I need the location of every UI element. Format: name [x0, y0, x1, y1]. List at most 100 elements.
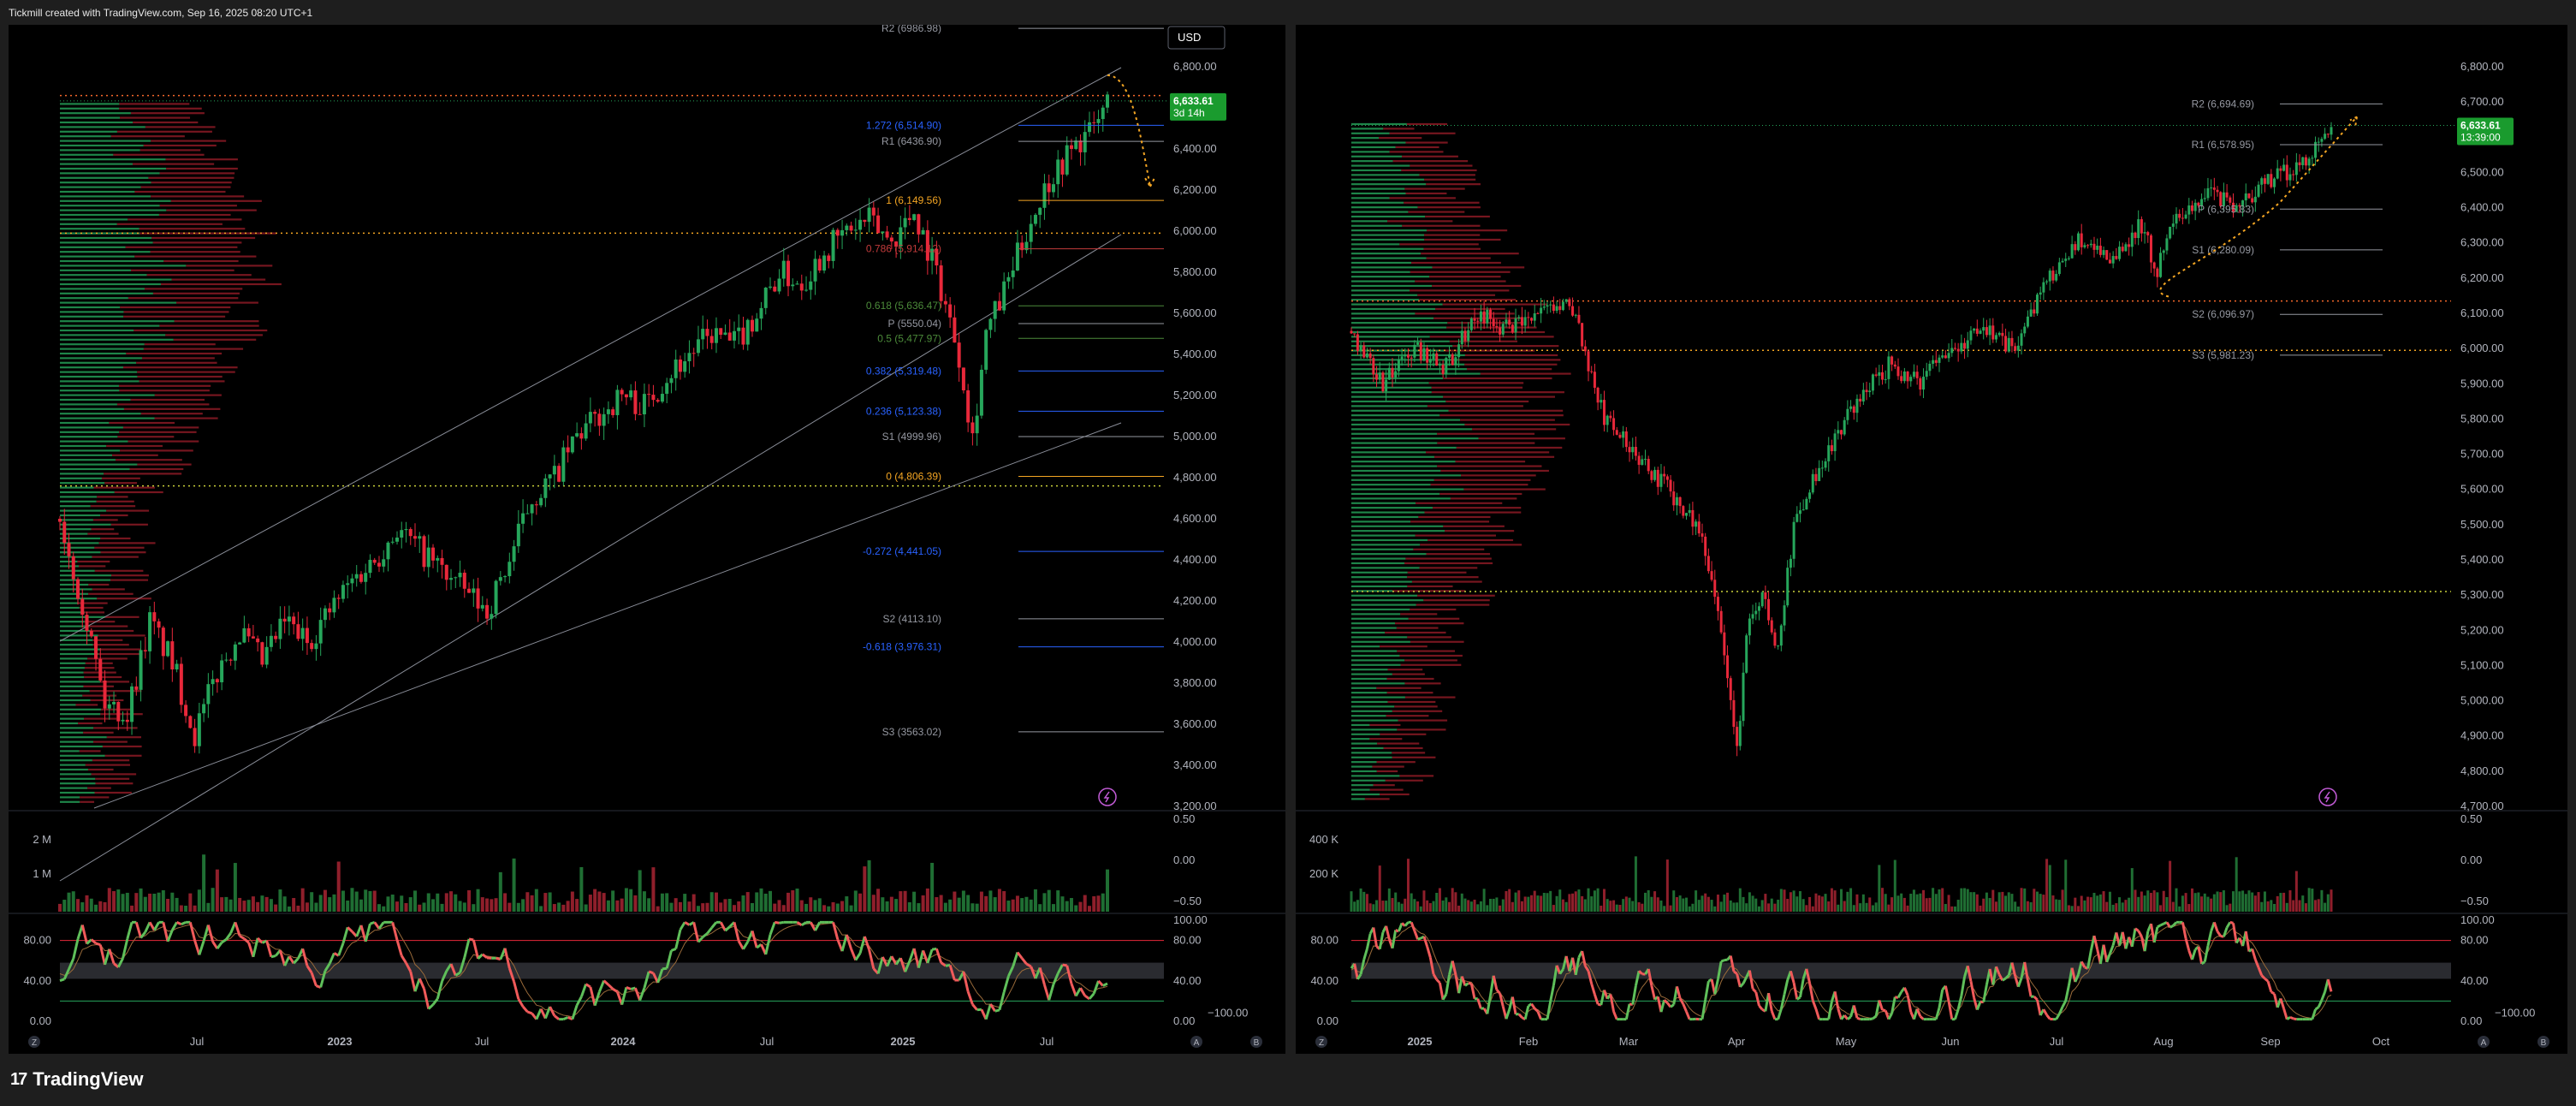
candle-body — [1852, 406, 1855, 413]
oscillator-line — [1530, 1002, 1536, 1009]
oscillator-line — [2057, 1006, 2064, 1014]
candle-body — [498, 577, 502, 581]
volume-profile-bar — [1351, 677, 1387, 681]
volume-bar — [1941, 888, 1944, 912]
volume-profile-bar — [1351, 299, 1420, 301]
volume-bar — [2324, 902, 2327, 912]
candle-body — [2294, 162, 2298, 175]
oscillator-line — [1590, 983, 1596, 996]
candle-body — [1397, 360, 1400, 372]
oscillator-line — [1837, 1008, 1843, 1020]
candle-body — [2020, 333, 2023, 346]
volume-bar — [2288, 890, 2292, 912]
candle-body — [1435, 353, 1439, 366]
volume-profile-bar — [90, 699, 124, 702]
auto-scale-button — [2478, 1036, 2490, 1048]
right-chart-canvas[interactable]: 6,800.006,700.006,600.006,500.006,400.00… — [1296, 25, 2567, 1054]
volume-bar — [1697, 900, 1701, 912]
volume-profile-bar — [1410, 520, 1490, 523]
candle-body — [1568, 299, 1571, 306]
candle-body — [1011, 270, 1015, 277]
volume-profile-bar — [1410, 271, 1511, 273]
volume-profile-bar — [1445, 530, 1515, 532]
volume-bar — [719, 902, 723, 912]
oscillator-line — [1469, 983, 1476, 1000]
auto-scale-label: A — [2481, 1038, 2487, 1048]
volume-bar — [1754, 898, 1758, 912]
volume-profile-bar — [110, 574, 149, 577]
right-chart-panel[interactable]: 6,800.006,700.006,600.006,500.006,400.00… — [1296, 25, 2567, 1054]
volume-bar — [1798, 891, 1801, 912]
volume-bar — [709, 892, 714, 912]
oscillator-line — [2257, 966, 2264, 976]
oscillator-line — [1030, 966, 1037, 979]
volume-bar — [1985, 892, 1988, 912]
volume-profile-bar — [1430, 484, 1528, 486]
candle-body — [134, 686, 139, 690]
price-axis-label: 4,800.00 — [1173, 471, 1217, 484]
candle-body — [256, 638, 260, 643]
level-label: R2 (6986.98) — [881, 25, 941, 34]
candle-body — [1378, 372, 1381, 380]
oscillator-line — [2130, 928, 2137, 948]
volume-bar — [2042, 895, 2045, 912]
volume-profile-bar — [60, 306, 121, 309]
volume-profile-bar — [151, 140, 227, 142]
oscillator-line — [922, 949, 929, 964]
time-axis-label: Mar — [1619, 1035, 1639, 1048]
oscillator-line — [579, 984, 588, 997]
volume-profile-bar — [1351, 382, 1429, 384]
volume-bar — [1902, 897, 1906, 912]
time-axis-label: Jul — [190, 1035, 205, 1048]
candle-body — [611, 409, 615, 415]
candle-body — [894, 241, 899, 247]
left-chart-panel[interactable]: 6,800.006,600.006,400.006,200.006,000.00… — [9, 22, 1285, 1054]
volume-profile-bar — [60, 121, 134, 124]
oscillator-line — [188, 921, 197, 941]
price-axis-label: 5,900.00 — [2460, 377, 2504, 389]
volume-bar — [723, 899, 727, 912]
volume-bar — [1950, 906, 1954, 912]
oscillator-line — [2293, 1017, 2297, 1021]
volume-bar — [2089, 897, 2092, 912]
volume-profile-bar — [1351, 400, 1446, 403]
oscillator-line — [1092, 980, 1100, 995]
volume-profile-bar — [1351, 515, 1419, 519]
candle-body — [741, 327, 745, 345]
candle-body — [727, 332, 732, 341]
candle-body — [2298, 162, 2301, 165]
volume-bar — [1777, 900, 1780, 912]
volume-bar — [431, 899, 436, 912]
volume-profile-bar — [171, 278, 266, 281]
settings-label: B — [1254, 1038, 1260, 1048]
candle-body — [1729, 678, 1732, 700]
volume-profile-bar — [1351, 562, 1404, 565]
candle-body — [274, 635, 278, 639]
volume-profile-bar — [1444, 349, 1535, 352]
oscillator-line — [1833, 991, 1840, 1009]
volume-profile-bar — [1351, 645, 1380, 648]
oscillator-line — [1666, 1002, 1672, 1008]
candle-body — [1932, 360, 1935, 364]
candle-body — [2190, 205, 2193, 211]
candle-body — [328, 608, 332, 613]
candle-body — [1956, 348, 1960, 352]
volume-bar — [2036, 891, 2039, 912]
candle-body — [2263, 178, 2266, 184]
candle-body — [1719, 610, 1723, 633]
left-chart-canvas[interactable]: 6,800.006,600.006,400.006,200.006,000.00… — [9, 22, 1285, 1054]
tradingview-logo[interactable]: 17 TradingView — [10, 1068, 143, 1091]
time-axis-label: Jun — [1942, 1035, 1960, 1048]
candle-body — [831, 229, 835, 261]
candle-body — [1628, 447, 1631, 453]
oscillator-line — [751, 931, 758, 948]
price-axis-label: 5,700.00 — [2460, 448, 2504, 461]
volume-profile-bar — [1457, 359, 1561, 361]
volume-profile-bar — [1351, 284, 1433, 288]
volume-profile-bar — [1351, 507, 1433, 509]
oscillator-line — [2251, 948, 2257, 960]
oscillator-line — [1811, 1000, 1818, 1010]
candle-body — [2222, 192, 2225, 206]
oscillator-line — [1685, 1011, 1691, 1020]
volume-profile-bar — [1435, 307, 1505, 311]
